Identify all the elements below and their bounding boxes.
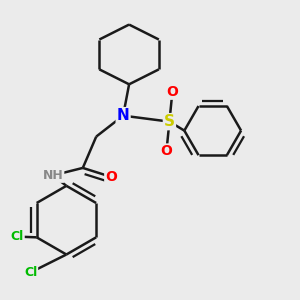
Text: O: O	[105, 170, 117, 184]
Text: O: O	[160, 145, 172, 158]
Text: S: S	[164, 114, 175, 129]
Text: NH: NH	[43, 169, 63, 182]
Text: O: O	[167, 85, 178, 99]
Text: Cl: Cl	[24, 266, 37, 279]
Text: N: N	[117, 108, 130, 123]
Text: Cl: Cl	[11, 230, 24, 243]
